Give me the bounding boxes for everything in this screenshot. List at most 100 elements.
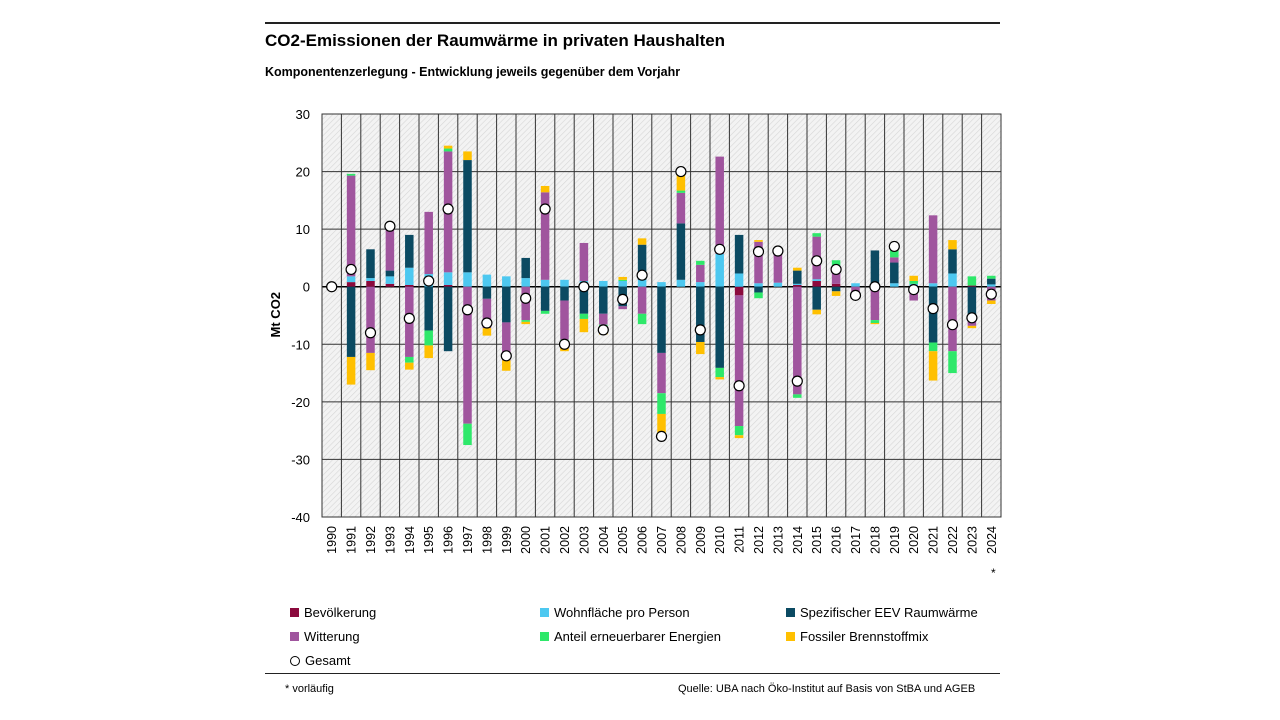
bar-segment — [560, 286, 569, 301]
bar-segment — [346, 173, 356, 176]
x-tick-label: 1994 — [403, 526, 417, 554]
bar-segment — [443, 286, 453, 352]
bar-segment — [657, 352, 666, 394]
x-tick-label: 2009 — [694, 526, 708, 554]
bar-segment — [948, 249, 957, 274]
bar-segment — [579, 318, 589, 333]
total-marker — [869, 281, 881, 293]
bar-segment — [385, 227, 395, 271]
total-marker — [636, 269, 648, 281]
bar-segment — [443, 145, 453, 149]
legend-swatch — [290, 632, 299, 641]
bar-segment — [734, 295, 744, 427]
y-tick-label: -30 — [291, 452, 310, 467]
bar-segment — [540, 286, 550, 311]
bar-segment — [851, 283, 860, 287]
bar-segment — [366, 278, 375, 281]
total-marker — [345, 263, 357, 276]
source: Quelle: UBA nach Öko-Institut auf Basis … — [678, 683, 976, 695]
total-marker — [403, 312, 415, 324]
bar-segment — [909, 280, 918, 284]
plot-border — [321, 113, 1002, 518]
x-tick-label: 2019 — [888, 526, 902, 554]
total-marker — [675, 165, 687, 178]
bar-segment — [773, 282, 783, 287]
x-tick-label: 1991 — [345, 526, 359, 554]
bar-segment — [405, 362, 414, 370]
total-marker — [442, 203, 454, 215]
x-tick-label: 2006 — [636, 526, 650, 554]
total-marker — [966, 312, 978, 324]
bar-segment — [734, 426, 744, 436]
bar-segment — [715, 286, 724, 368]
bar-segment — [754, 241, 763, 284]
bar-segment — [424, 211, 433, 275]
y-tick-label: 0 — [303, 280, 310, 295]
bar-segment — [676, 190, 686, 193]
bar-segment — [870, 250, 880, 287]
bar-segment — [579, 313, 589, 319]
bar-segment — [521, 257, 530, 279]
bar-segment — [676, 279, 686, 287]
bar-segment — [734, 435, 744, 439]
bar-segment — [928, 286, 938, 343]
bar-segment — [715, 253, 724, 287]
bar-segment — [870, 322, 880, 325]
bar-segment — [560, 300, 569, 340]
bar-segment — [890, 283, 899, 287]
y-tick-label: 20 — [296, 165, 310, 180]
bar-segment — [696, 260, 705, 265]
bar-segment — [754, 286, 763, 293]
bar-segment — [540, 192, 550, 280]
x-tick-label: 2023 — [965, 526, 979, 554]
bar-segment — [696, 264, 705, 283]
total-marker — [830, 263, 842, 276]
bar-segment — [890, 257, 899, 263]
bar-segment — [366, 352, 375, 371]
bar-segment — [967, 276, 977, 286]
total-marker — [597, 324, 609, 336]
total-marker — [617, 293, 629, 305]
legend-item-erneuerbare: Anteil erneuerbarer Energien — [540, 629, 721, 644]
bar-segment — [637, 238, 647, 245]
x-tick-label: 1999 — [500, 526, 514, 554]
bar-segment — [599, 313, 608, 325]
bar-segment — [812, 279, 821, 281]
footnote: * vorläufig — [285, 683, 334, 695]
bar-segment — [812, 280, 821, 287]
x-tick-label: 2013 — [771, 526, 785, 554]
bar-segment — [793, 394, 802, 398]
x-tick-label: 2024 — [985, 526, 999, 554]
bar-segment — [715, 377, 724, 380]
bar-segment — [696, 282, 705, 287]
bar-segment — [366, 280, 375, 287]
x-tick-label: 2022 — [946, 526, 960, 554]
bar-segment — [424, 286, 433, 331]
x-tick-label: 2002 — [558, 526, 572, 554]
bar-segment — [346, 175, 356, 277]
total-marker — [946, 319, 959, 331]
bar-segment — [521, 278, 530, 287]
bar-segment — [521, 321, 530, 325]
x-tick-label: 2005 — [616, 526, 630, 554]
x-tick-label: 1993 — [383, 526, 397, 554]
x-tick-label: 2003 — [577, 526, 591, 554]
bar-segment — [812, 309, 821, 315]
bar-segment — [346, 356, 356, 385]
bar-segment — [637, 313, 647, 325]
bar-segment — [443, 272, 453, 285]
bar-segment — [928, 342, 938, 352]
x-tick-label: 1990 — [325, 526, 339, 554]
total-marker — [694, 324, 706, 336]
legend-label: Spezifischer EEV Raumwärme — [800, 605, 978, 620]
legend-circle-icon — [290, 655, 300, 666]
x-tick-label: 2021 — [927, 526, 941, 554]
chart-subtitle: Komponentenzerlegung - Entwicklung jewei… — [265, 65, 681, 79]
total-marker — [985, 288, 997, 300]
bar-segment — [696, 341, 705, 355]
bar-segment — [463, 151, 472, 161]
bar-segment — [366, 286, 375, 353]
x-tick-label: 2015 — [810, 526, 824, 554]
bar-segment — [502, 286, 511, 323]
